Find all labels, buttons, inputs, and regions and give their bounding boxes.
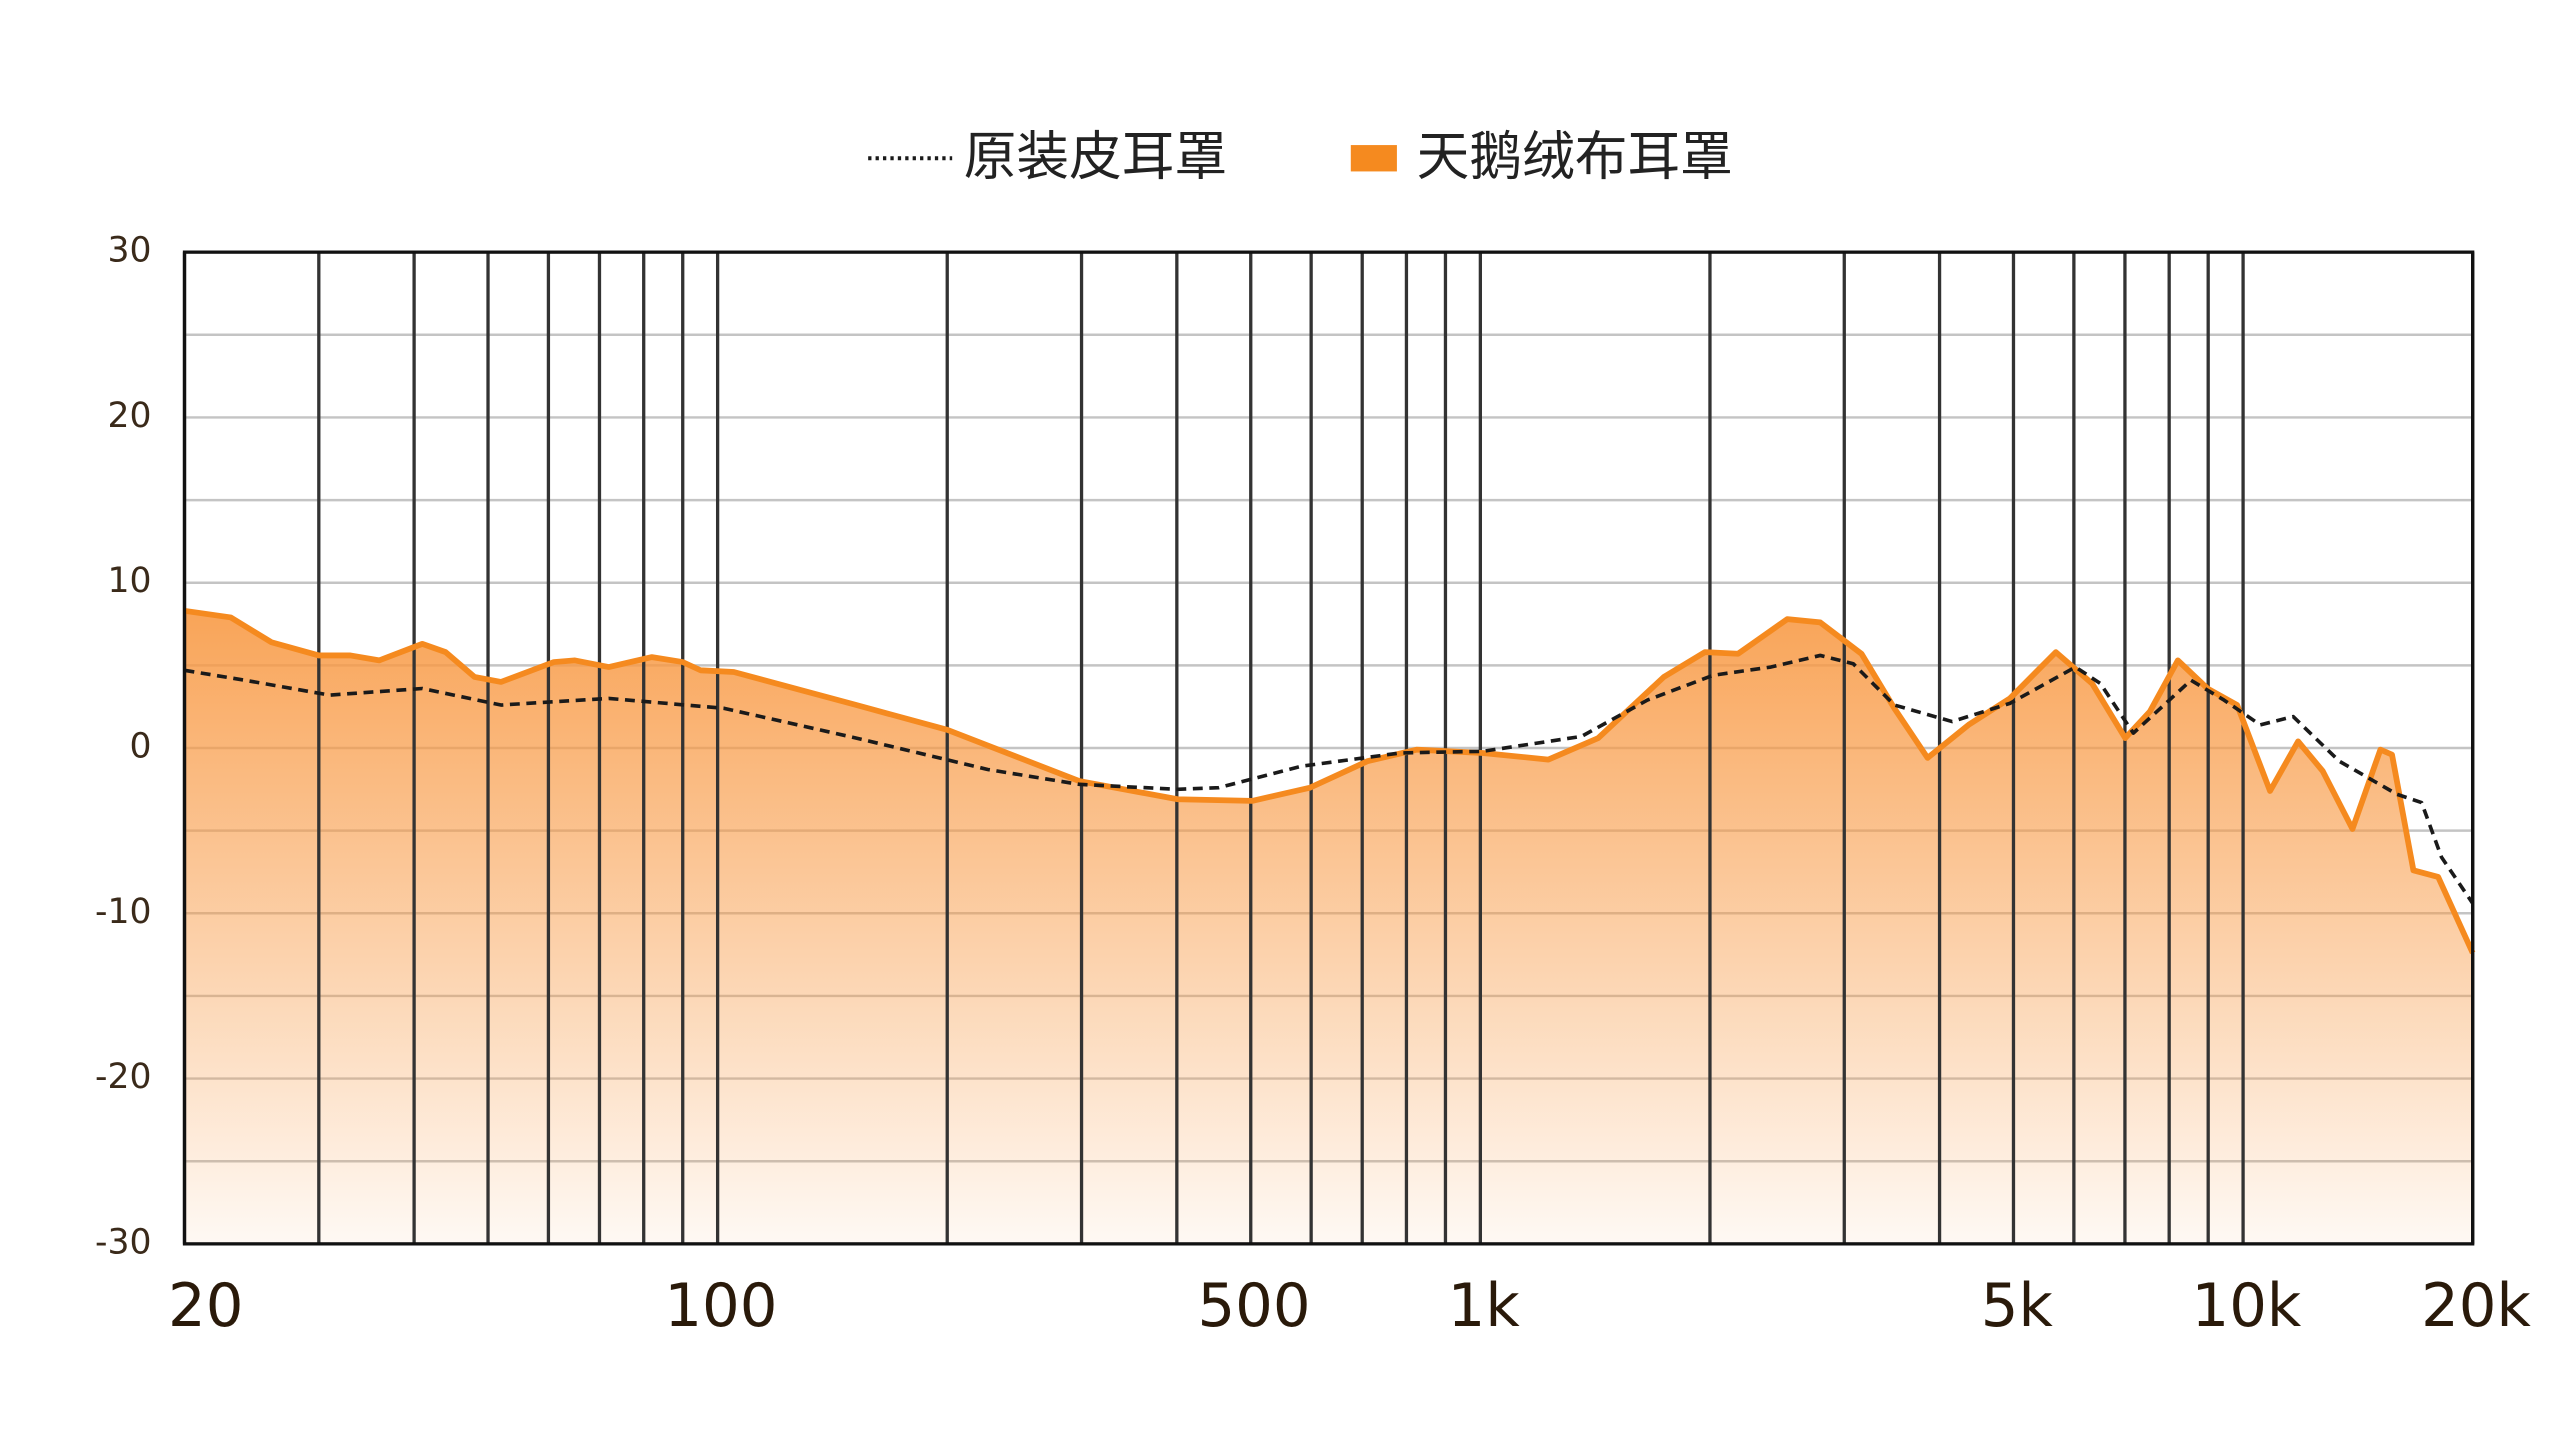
legend-label: 原装皮耳罩 xyxy=(964,127,1228,188)
x-tick-label: 500 xyxy=(1197,1271,1310,1340)
y-tick-label: -20 xyxy=(95,1057,151,1097)
x-tick-label: 20 xyxy=(168,1271,243,1340)
series-line xyxy=(184,607,2476,955)
x-tick-label: 5k xyxy=(1981,1271,2054,1340)
x-tick-label: 10k xyxy=(2191,1271,2301,1340)
x-tick-label: 20k xyxy=(2421,1271,2531,1340)
legend-label: 天鹅绒布耳罩 xyxy=(1417,127,1733,188)
y-tick-label: -10 xyxy=(95,892,151,932)
y-tick-label: 10 xyxy=(108,561,152,601)
series-line xyxy=(184,653,2475,905)
legend-swatch xyxy=(1350,145,1397,172)
area xyxy=(184,610,2473,1244)
x-tick-label: 1k xyxy=(1448,1271,1521,1340)
y-tick-label: 20 xyxy=(108,396,152,436)
plot-frame xyxy=(182,250,2475,1246)
y-tick-label: 0 xyxy=(130,727,152,767)
y-tick-label: 30 xyxy=(108,231,152,271)
plot xyxy=(182,252,2476,1244)
y-tick-label: -30 xyxy=(95,1222,151,1262)
legend: 原装皮耳罩 天鹅绒布耳罩 xyxy=(868,127,1733,188)
x-tick-label: 100 xyxy=(664,1271,777,1340)
